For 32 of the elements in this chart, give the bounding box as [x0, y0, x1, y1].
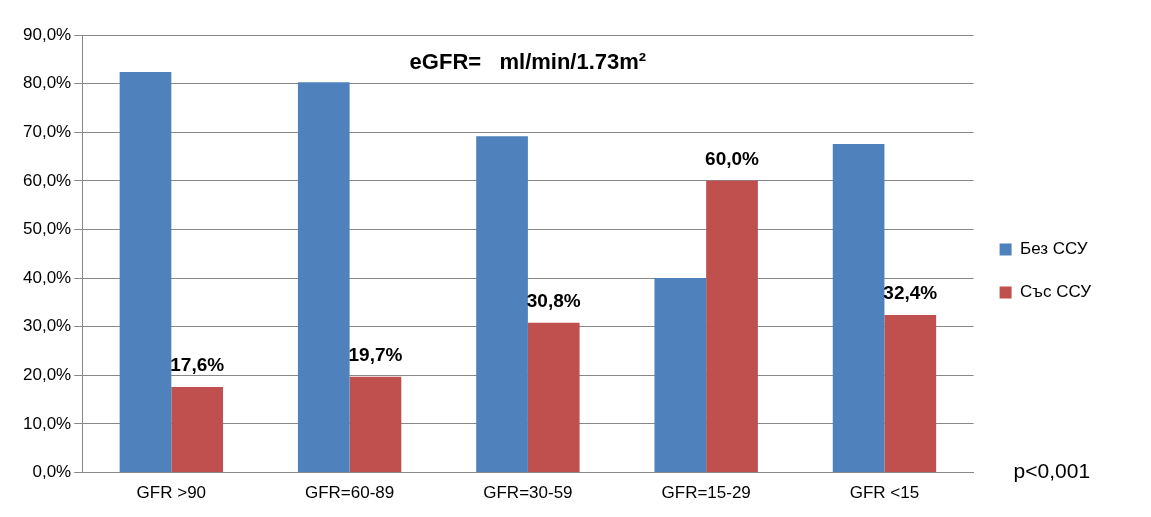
y-tick-label: 10,0% [23, 413, 72, 433]
y-tick-label: 30,0% [23, 316, 72, 336]
x-tick-label: GFR >90 [136, 483, 207, 503]
x-tick-label: GFR=60-89 [304, 483, 395, 503]
bar [654, 278, 707, 473]
y-tick-label: 80,0% [23, 73, 72, 93]
bar [832, 143, 885, 473]
x-tick-label: GFR=15-29 [661, 483, 751, 503]
y-tick-label: 20,0% [23, 365, 72, 385]
x-tick-label: GFR=30-59 [483, 483, 573, 503]
data-label: 60,0% [705, 147, 760, 169]
y-tick-label: 0,0% [32, 462, 72, 482]
y-tick-label: 50,0% [23, 219, 72, 239]
bar [706, 180, 758, 473]
bar [527, 322, 580, 473]
bar [476, 136, 528, 473]
y-tick-label: 40,0% [23, 267, 72, 287]
y-tick-label: 60,0% [23, 170, 72, 190]
legend-label: Със ССУ [1020, 282, 1092, 302]
text: p<0,001 [1013, 459, 1091, 483]
y-tick-label: 90,0% [23, 24, 72, 44]
bar [297, 82, 350, 473]
bar [119, 71, 172, 473]
x-tick-label: GFR <15 [849, 483, 920, 503]
bar [349, 376, 402, 473]
data-label: 19,7% [348, 343, 403, 365]
bar [171, 387, 224, 473]
legend-label: Без ССУ [1020, 239, 1088, 259]
text: eGFR= ml/min/1.73m² [409, 49, 647, 75]
data-label: 17,6% [170, 353, 225, 375]
bar [884, 315, 937, 473]
y-tick-label: 70,0% [23, 121, 72, 141]
